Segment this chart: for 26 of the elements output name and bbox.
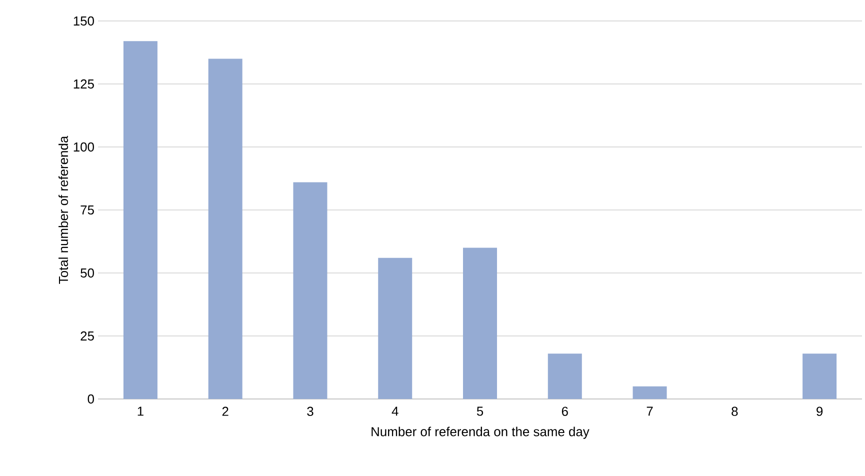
bar <box>463 248 498 399</box>
y-tick-label: 125 <box>74 79 94 89</box>
bar <box>802 354 837 399</box>
y-tick-label: 150 <box>74 16 94 26</box>
y-tick-label: 0 <box>88 394 94 404</box>
y-tick-label: 25 <box>80 331 94 341</box>
bar <box>378 258 412 399</box>
x-tick-label: 8 <box>732 406 738 416</box>
x-tick-label: 6 <box>562 406 568 416</box>
x-tick-label: 2 <box>222 406 228 416</box>
x-axis-title: Number of referenda on the same day <box>372 426 590 439</box>
bar <box>208 58 242 399</box>
x-tick-label: 4 <box>392 406 398 416</box>
x-tick-label: 3 <box>307 406 314 416</box>
x-tick-label: 7 <box>646 406 653 416</box>
x-tick-label: 1 <box>138 406 144 416</box>
bar <box>632 386 667 399</box>
bar <box>548 354 582 399</box>
y-tick-label: 100 <box>74 142 94 152</box>
x-tick-label: 9 <box>816 406 823 416</box>
y-tick-label: 75 <box>80 205 94 214</box>
bar <box>293 182 328 399</box>
y-tick-label: 50 <box>80 268 94 278</box>
bar <box>123 41 158 399</box>
y-axis-title: Total number of referenda <box>58 136 68 284</box>
x-tick-label: 5 <box>476 406 484 416</box>
